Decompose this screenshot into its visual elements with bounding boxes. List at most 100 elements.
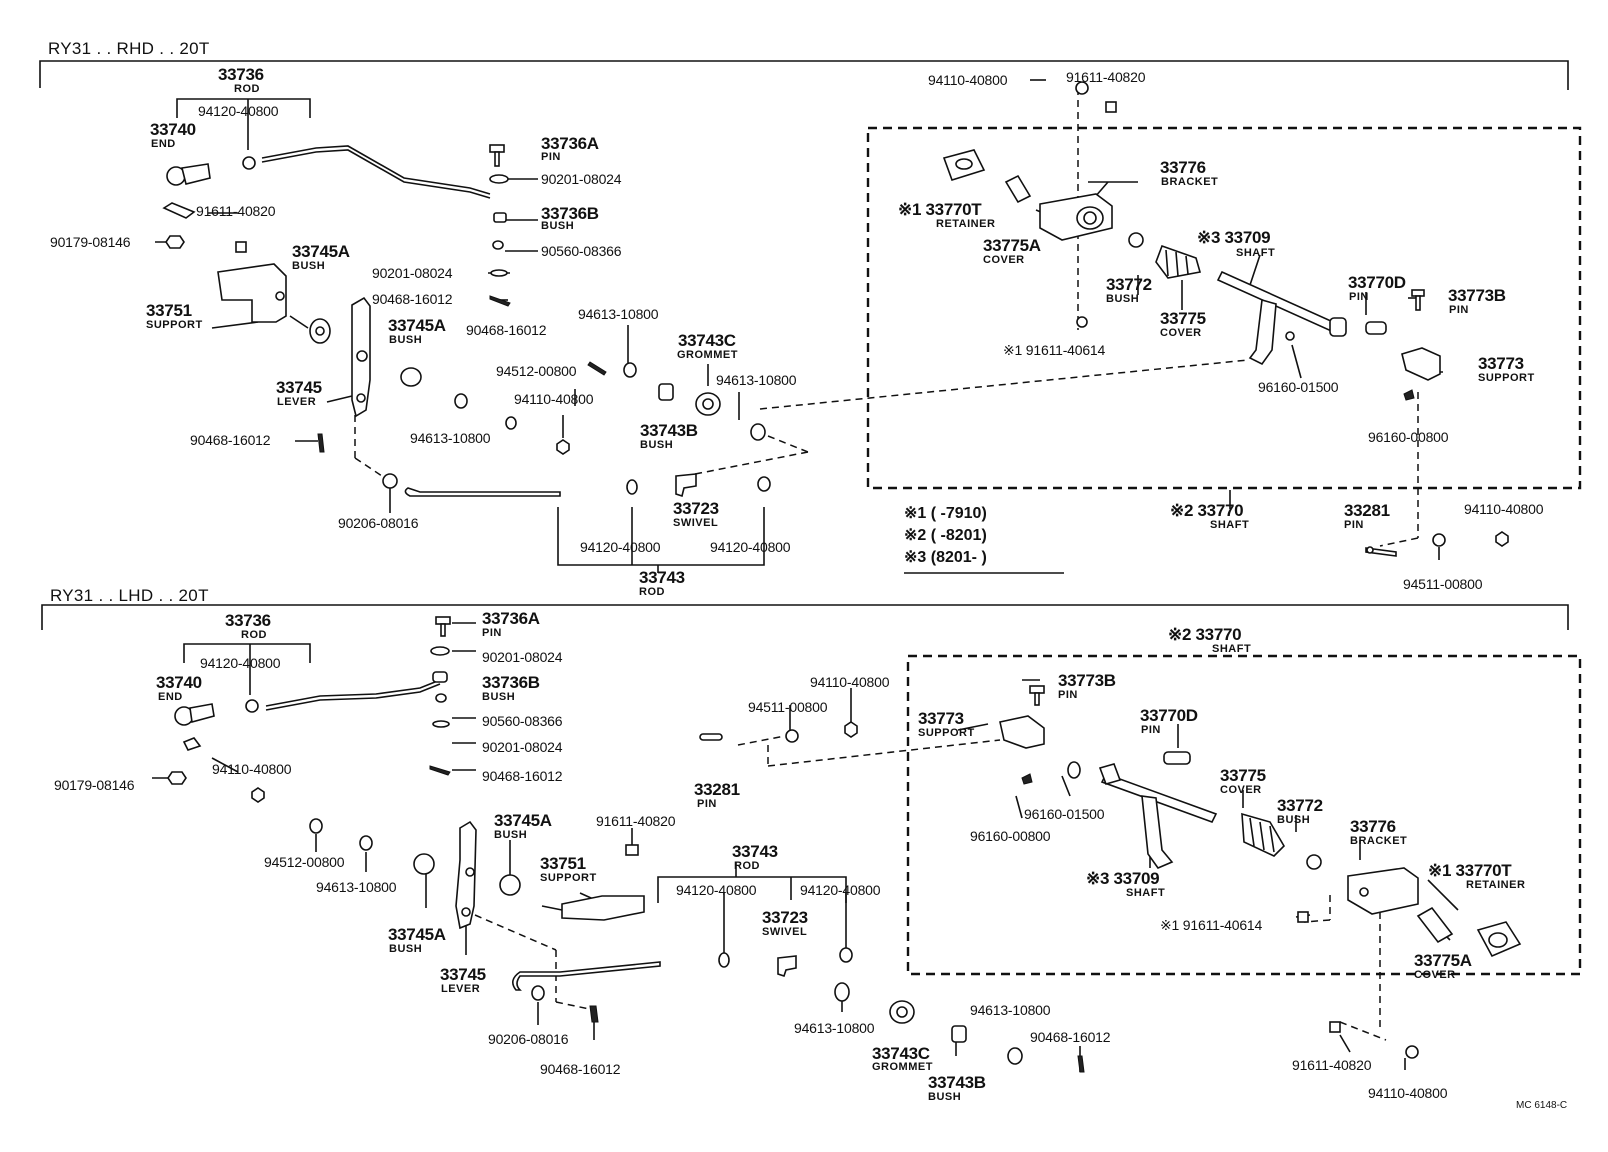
rhd-bush-90560-label: 90560-08366 [541,243,622,259]
rhd-pin-90468-a-label: 90468-16012 [372,291,453,307]
rhd-bush-33745A-a-name: BUSH [292,260,326,272]
lhd-nut-94110-c-label: 94110-40800 [1368,1085,1448,1101]
rhd-support-33773-label: 33773 [1478,354,1524,373]
note-1: ※1 ( -7910) [904,505,987,522]
rhd-support-33751-label: 33751 [146,301,192,320]
lhd-cover-33775A-label: 33775A [1414,951,1472,970]
lhd-pin-33281-name: PIN [697,798,717,810]
lhd-shaft-33709-label: ※3 33709 [1086,869,1160,888]
rhd-pin-33281-label: 33281 [1344,501,1390,520]
rhd-shaft-33709-name: SHAFT [1236,247,1276,259]
lhd-bolt-91611-a-label: 91611-40820 [596,813,676,829]
lhd-support-33751-name: SUPPORT [540,872,597,884]
rhd-bolt-91611-label: 91611-40820 [196,203,276,219]
lhd-bush-33745A-a-label: 33745A [494,811,552,830]
note-2: ※2 ( -8201) [904,527,987,544]
rhd-nut-94120-label: 94120-40800 [198,103,279,119]
lhd-lever-33745-label: 33745 [440,965,486,984]
rhd-rod-33736-label: 33736 [218,65,264,84]
lhd-bush-33743B-label: 33743B [928,1073,986,1092]
lhd-support-33751-label: 33751 [540,854,586,873]
lhd-swivel-33723-name: SWIVEL [762,926,808,938]
lhd-rod-33743-shape [512,961,661,991]
lhd-bracket-33776-name: BRACKET [1350,835,1408,847]
lhd-swivel-33723-label: 33723 [762,908,808,927]
rhd-swivel-33723-label: 33723 [673,499,719,518]
lhd-end-33740-label: 33740 [156,673,202,692]
rhd-bolt-91611-40614-label: ※1 91611-40614 [1003,342,1106,358]
rhd-nut-94110-a-label: 94110-40800 [514,391,594,407]
lhd-shaft-33770-label: ※2 33770 [1168,625,1242,644]
rhd-washer-90201-b-label: 90201-08024 [372,265,453,281]
rhd-nut-90179-label: 90179-08146 [50,234,131,250]
rhd-rod-33736-name: ROD [234,83,260,95]
rhd-pin-90468-b-label: 90468-16012 [466,322,547,338]
rhd-bush-33745A-b-label: 33745A [388,316,446,335]
lhd-washer-94613-c-label: 94613-10800 [970,1002,1051,1018]
lhd-bracket-33776-label: 33776 [1350,817,1396,836]
rhd-clip-96160-01500-label: 96160-01500 [1258,379,1339,395]
rhd-bush-33772-label: 33772 [1106,275,1152,294]
lhd-lever-33745-name: LEVER [441,983,481,995]
rhd-section-title: RY31 . . RHD . . 20T [48,39,210,58]
lhd-washer-94511-label: 94511-00800 [748,699,828,715]
lhd-bush-90560-label: 90560-08366 [482,713,563,729]
rhd-rod-33743-bracket [557,507,765,566]
lhd-retainer-33770T-label: ※1 33770T [1428,861,1512,880]
rhd-washer-94511-label: 94511-00800 [1403,576,1483,592]
lhd-pin-33773B-label: 33773B [1058,671,1116,690]
rhd-washer-94613-c-label: 94613-10800 [410,430,491,446]
note-3: ※3 (8201- ) [904,549,987,566]
lhd-washer-90206-label: 90206-08016 [488,1031,569,1047]
rhd-washer-94613-a-label: 94613-10800 [578,306,659,322]
lhd-nut-94110-b-label: 94110-40800 [810,674,890,690]
lhd-shaft-assembly-box [906,654,1582,976]
lhd-rod-33736-shape [265,679,441,707]
rhd-washer-90201-a-label: 90201-08024 [541,171,622,187]
rhd-pin-33736A-label: 33736A [541,134,599,153]
rhd-bush-33743B-label: 33743B [640,421,698,440]
rhd-bush-33743B-name: BUSH [640,439,674,451]
lhd-shaft-33709-shape [1100,773,1218,823]
lhd-bush-33743B-name: BUSH [928,1091,962,1103]
rhd-pin-33773B-name: PIN [1449,304,1469,316]
rhd-shaft-assembly-box [866,126,1582,490]
rhd-support-33773-name: SUPPORT [1478,372,1535,384]
rhd-clip-96160-00800-label: 96160-00800 [1368,429,1449,445]
lhd-pin-33773B-name: PIN [1058,689,1078,701]
lhd-bolt-91611-b-label: 91611-40820 [1292,1057,1372,1073]
lhd-bush-33736B-label: 33736B [482,673,540,692]
rhd-washer-94613-b-label: 94613-10800 [716,372,797,388]
rhd-pin-33770D-label: 33770D [1348,273,1406,292]
lhd-nut-94120-b-label: 94120-40800 [676,882,757,898]
rhd-end-33740-name: END [151,138,176,150]
lhd-pin-33736A-name: PIN [482,627,502,639]
lhd-washer-94613-b-label: 94613-10800 [794,1020,875,1036]
rhd-pin-33281-name: PIN [1344,519,1364,531]
rhd-nut-94110-b-label: 94110-40800 [1464,501,1544,517]
lhd-clip-96160-01500-label: 96160-01500 [1024,806,1105,822]
rhd-cover-33775-name: COVER [1160,327,1202,339]
lhd-lever-shape [455,820,477,930]
lhd-washer-94613-a-label: 94613-10800 [316,879,397,895]
lhd-pin-90468-b-label: 90468-16012 [540,1061,621,1077]
lhd-shaft-33770-name: SHAFT [1212,643,1252,655]
lhd-bush-33745A-a-name: BUSH [494,829,528,841]
rhd-bracket-33776-name: BRACKET [1161,176,1219,188]
rhd-bush-33772-name: BUSH [1106,293,1140,305]
lhd-retainer-33770T-name: RETAINER [1466,879,1526,891]
rhd-cover-33775A-label: 33775A [983,236,1041,255]
lhd-clip-96160-00800-label: 96160-00800 [970,828,1051,844]
lhd-rod-33736-label: 33736 [225,611,271,630]
rhd-frame [39,60,1569,90]
lhd-bush-33772-label: 33772 [1277,796,1323,815]
lhd-bracket-shape [1347,867,1419,915]
lhd-end-33740-name: END [158,691,183,703]
lhd-support-33773-label: 33773 [918,709,964,728]
lhd-pin-33736A-label: 33736A [482,609,540,628]
rhd-lever-33745-name: LEVER [277,396,317,408]
lhd-pin-33770D-label: 33770D [1140,706,1198,725]
rhd-pin-33773B-label: 33773B [1448,286,1506,305]
lhd-support-33773-shape [999,715,1045,749]
